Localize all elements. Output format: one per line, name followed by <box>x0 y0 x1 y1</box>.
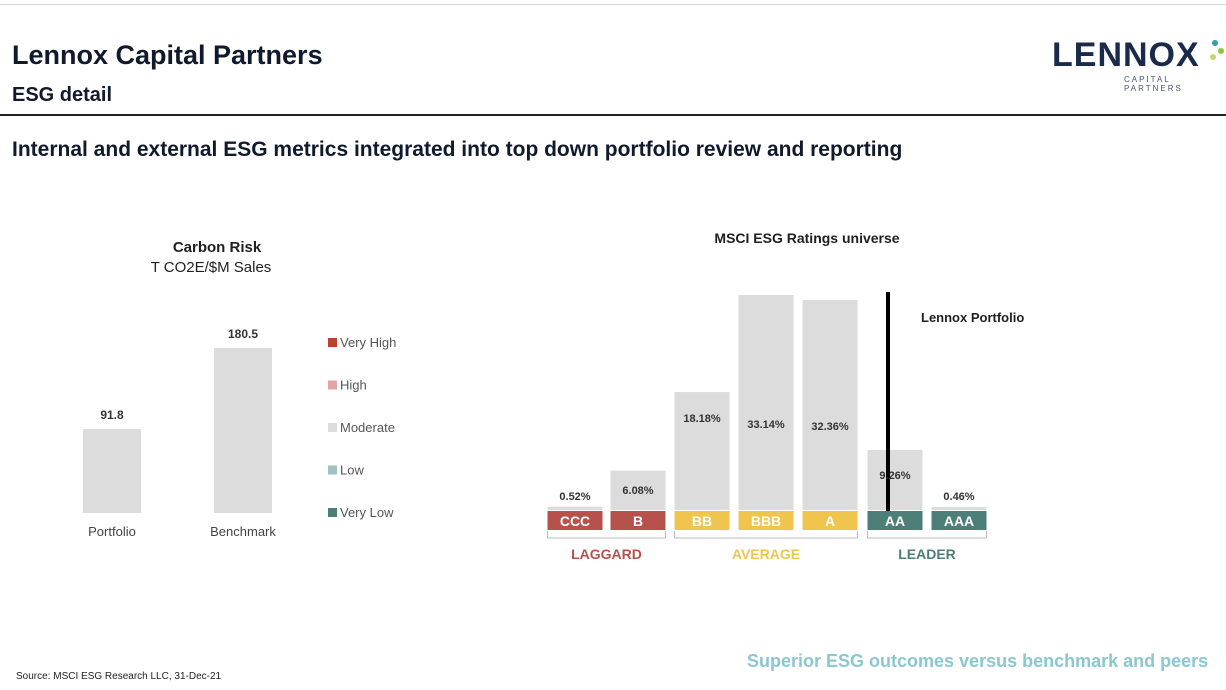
data-label: 18.18% <box>683 413 721 425</box>
data-label: 0.46% <box>943 491 974 503</box>
bar <box>738 295 794 510</box>
data-label: 91.8 <box>100 408 124 422</box>
bar <box>547 506 603 510</box>
top-border <box>0 4 1226 5</box>
page-title: Lennox Capital Partners <box>12 40 323 70</box>
legend-swatch <box>328 508 337 517</box>
x-tick-label: BB <box>692 513 712 529</box>
legend-label: Moderate <box>340 420 395 435</box>
legend-label: High <box>340 378 367 393</box>
bar <box>674 392 730 510</box>
header-divider <box>0 114 1226 116</box>
data-label: 0.52% <box>559 491 590 503</box>
x-tick-label: BBB <box>751 513 781 529</box>
legend-swatch <box>328 380 337 390</box>
slide-headline: Internal and external ESG metrics integr… <box>12 138 903 161</box>
chart-subtitle: T CO2E/$M Sales <box>151 259 272 276</box>
data-label: 33.14% <box>747 419 785 431</box>
tagline: Superior ESG outcomes versus benchmark a… <box>747 651 1209 671</box>
chart-title: MSCI ESG Ratings universe <box>714 230 899 246</box>
group-label: AVERAGE <box>732 546 800 562</box>
rating-tile <box>802 511 858 530</box>
logo-dot <box>1218 48 1224 54</box>
chart-title: Carbon Risk <box>173 239 262 256</box>
legend-swatch <box>328 465 337 475</box>
data-label: 32.36% <box>811 421 849 433</box>
bar <box>610 470 666 510</box>
group-label: LAGGARD <box>571 546 642 562</box>
logo-dot <box>1212 40 1218 46</box>
marker-label: Lennox Portfolio <box>921 310 1024 325</box>
legend-label: Low <box>340 463 364 478</box>
x-tick-label: Benchmark <box>210 524 276 539</box>
page-subtitle: ESG detail <box>12 84 113 106</box>
bar <box>802 300 858 510</box>
legend-swatch <box>328 423 337 432</box>
data-label: 180.5 <box>228 327 258 341</box>
rating-tile <box>547 511 603 530</box>
rating-tile <box>674 511 730 530</box>
logo-tagline: CAPITAL PARTNERS <box>1124 75 1183 93</box>
lennox-logo: LENNOX CAPITAL PARTNERS <box>1052 36 1224 93</box>
bar <box>931 507 987 510</box>
rating-tile <box>931 511 987 530</box>
x-tick-label: A <box>825 513 835 529</box>
data-label: 6.08% <box>622 485 653 497</box>
group-bracket <box>674 531 858 539</box>
bar <box>214 348 272 513</box>
legend-label: Very High <box>340 335 396 350</box>
group-bracket <box>867 531 987 539</box>
rating-tile <box>610 511 666 530</box>
legend-label: Very Low <box>340 505 394 520</box>
data-label: 9.26% <box>879 470 910 482</box>
source-note: Source: MSCI ESG Research LLC, 31-Dec-21 <box>16 671 222 682</box>
x-tick-label: AAA <box>944 513 974 529</box>
x-tick-label: Portfolio <box>88 524 136 539</box>
x-tick-label: B <box>633 513 643 529</box>
rating-tile <box>738 511 794 530</box>
logo-wordmark: LENNOX <box>1052 36 1200 74</box>
bar <box>83 429 141 513</box>
x-tick-label: CCC <box>560 513 590 529</box>
group-bracket <box>547 531 666 539</box>
x-tick-label: AA <box>885 513 905 529</box>
bar <box>867 449 923 510</box>
logo-dot <box>1210 54 1216 60</box>
legend-swatch <box>328 338 337 347</box>
group-label: LEADER <box>898 546 956 562</box>
rating-tile <box>867 511 923 530</box>
